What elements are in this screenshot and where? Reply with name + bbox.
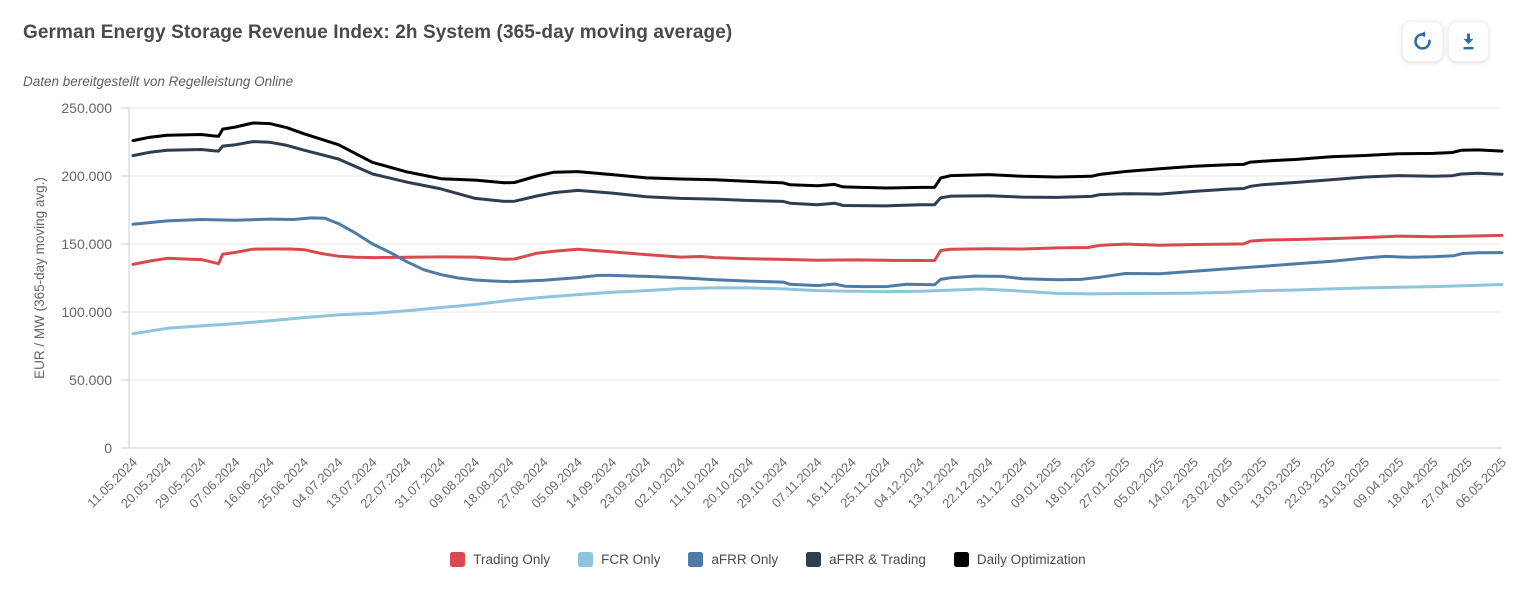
legend-swatch-afrr-only [688, 552, 704, 567]
chart-subtitle: Daten bereitgestellt von Regelleistung O… [23, 74, 294, 89]
page-title: German Energy Storage Revenue Index: 2h … [23, 22, 733, 43]
series-line-afrr-trading [131, 140, 1504, 208]
legend-swatch-afrr-trading [806, 552, 822, 567]
legend-label-afrr-only: aFRR Only [711, 552, 779, 567]
y-tick-label: 200.000 [61, 168, 112, 184]
legend-swatch-daily-optimization [953, 552, 969, 567]
legend-item-daily-optimization[interactable]: Daily Optimization [953, 552, 1086, 567]
series-line-trading-only [131, 233, 1504, 266]
download-icon [1457, 30, 1480, 53]
legend-label-fcr-only: FCR Only [601, 552, 661, 567]
series-line-afrr-only [131, 216, 1504, 289]
series-line-daily-optimization [131, 121, 1504, 190]
chart-legend: Trading Only FCR Only aFRR Only aFRR & Trad… [0, 552, 1536, 567]
legend-item-fcr-only[interactable]: FCR Only [578, 552, 660, 567]
x-axis: 11.05.202420.05.202429.05.202407.06.2024… [84, 455, 1509, 512]
download-button[interactable] [1448, 21, 1489, 62]
y-tick-label: 0 [104, 440, 112, 456]
legend-label-daily-optimization: Daily Optimization [976, 552, 1086, 567]
y-tick-label: 100.000 [61, 304, 112, 320]
y-tick-label: 250.000 [61, 100, 112, 116]
revenue-index-line-chart: 0 50.000 100.000 150.000 200.000 250.000 EUR /… [32, 100, 1509, 512]
legend-label-trading-only: Trading Only [473, 552, 551, 567]
legend-item-afrr-only[interactable]: aFRR Only [688, 552, 778, 567]
refresh-icon [1411, 30, 1434, 53]
legend-swatch-fcr-only [578, 552, 594, 567]
chart-toolbar [1402, 21, 1489, 62]
legend-swatch-trading-only [450, 552, 466, 567]
legend-item-afrr-trading[interactable]: aFRR & Trading [806, 552, 926, 567]
series-line-fcr-only [131, 283, 1504, 336]
y-tick-label: 50.000 [69, 372, 112, 388]
legend-item-trading-only[interactable]: Trading Only [450, 552, 550, 567]
refresh-button[interactable] [1402, 21, 1443, 62]
y-tick-label: 150.000 [61, 236, 112, 252]
legend-label-afrr-trading: aFRR & Trading [829, 552, 926, 567]
grid [121, 107, 1502, 449]
y-axis: 0 50.000 100.000 150.000 200.000 250.000 [61, 100, 112, 456]
y-axis-title: EUR / MW (365-day moving avg.) [32, 177, 47, 379]
